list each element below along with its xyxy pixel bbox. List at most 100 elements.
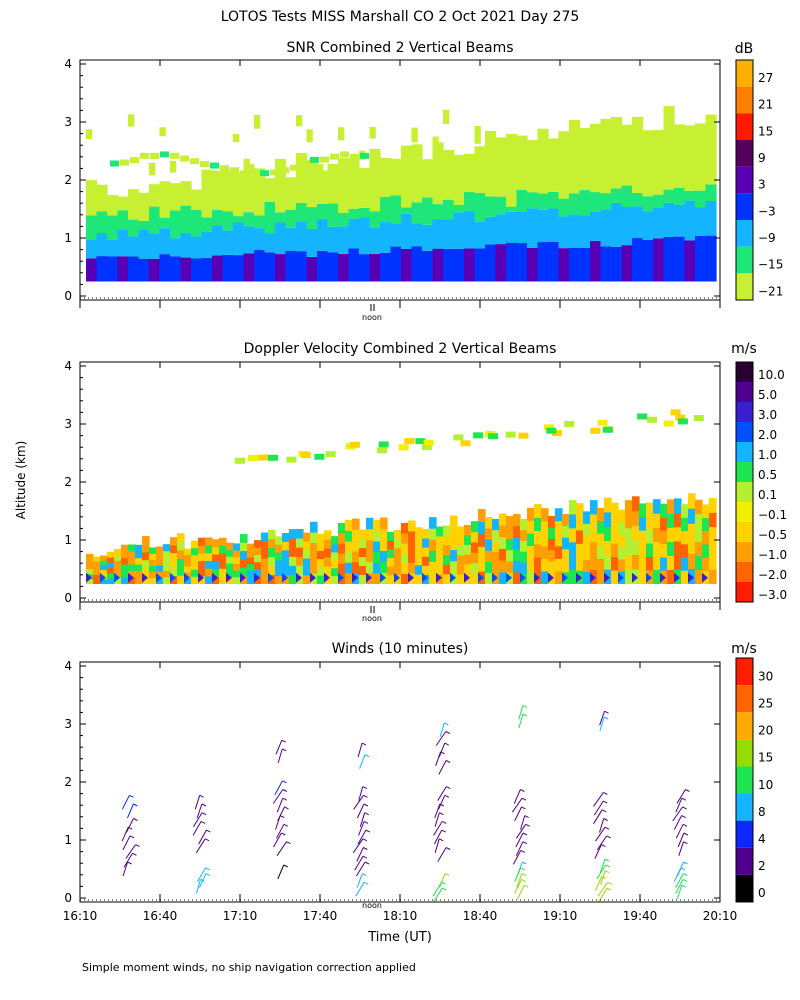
snr-cell xyxy=(212,255,224,282)
doppler-cell xyxy=(681,530,689,545)
snr-layer xyxy=(200,161,209,168)
snr-layer xyxy=(330,153,339,160)
wind-barb-flag xyxy=(685,789,690,792)
snr-cell xyxy=(453,154,465,205)
doppler-cell xyxy=(576,503,584,518)
wind-barb-flag xyxy=(201,812,207,816)
wind-barb xyxy=(595,876,603,891)
doppler-cell xyxy=(317,533,325,543)
colorbar-swatch xyxy=(736,422,753,442)
doppler-cell xyxy=(247,576,255,584)
wind-barb xyxy=(198,873,207,888)
snr-cell xyxy=(422,224,434,251)
doppler-cell xyxy=(191,540,199,549)
doppler-cell xyxy=(205,575,213,584)
doppler-cell xyxy=(135,551,143,559)
doppler-cell xyxy=(513,571,521,584)
doppler-cell xyxy=(415,527,423,538)
colorbar-label: 3.0 xyxy=(758,408,777,422)
doppler-triangle xyxy=(352,572,358,583)
doppler-cell xyxy=(338,543,346,554)
wind-barb xyxy=(434,812,440,827)
doppler-cell xyxy=(282,566,290,576)
snr-cell xyxy=(243,164,255,213)
wind-barb-flag xyxy=(204,838,210,842)
wind-barb-flag xyxy=(363,847,368,850)
colorbar-label: −9 xyxy=(758,231,776,245)
winds-plot-frame xyxy=(79,661,721,903)
doppler-cell xyxy=(485,528,493,540)
doppler-cell xyxy=(492,551,500,563)
snr-cell xyxy=(674,204,686,237)
wind-barb xyxy=(676,885,683,900)
doppler-triangle xyxy=(408,572,414,583)
doppler-layer xyxy=(543,424,554,431)
winds-noon-label: noon xyxy=(362,901,382,910)
snr-cell xyxy=(264,178,276,202)
snr-cell xyxy=(495,214,507,245)
doppler-cell xyxy=(380,539,388,552)
doppler-triangle xyxy=(422,572,428,583)
snr-cell xyxy=(495,244,507,282)
snr-cell xyxy=(453,212,465,249)
wind-barb-flag xyxy=(601,876,606,879)
wind-barb xyxy=(357,742,363,758)
snr-cell xyxy=(348,248,360,282)
snr-layer xyxy=(340,151,349,158)
doppler-cell xyxy=(268,529,276,540)
wind-barb xyxy=(599,858,606,874)
footnote: Simple moment winds, no ship navigation … xyxy=(82,961,416,974)
wind-barb-flag xyxy=(205,867,210,871)
snr-speckle xyxy=(632,142,639,158)
snr-cell xyxy=(674,187,686,205)
x-tick-label: 16:10 xyxy=(63,909,98,923)
doppler-layer xyxy=(677,418,688,425)
snr-cell xyxy=(107,239,119,257)
doppler-cell xyxy=(198,568,206,577)
wind-barb xyxy=(598,887,608,903)
doppler-cell xyxy=(555,533,563,547)
doppler-cell xyxy=(149,577,157,584)
doppler-cell xyxy=(569,555,577,571)
snr-cell xyxy=(170,256,182,282)
snr-cell xyxy=(254,215,266,229)
doppler-cell xyxy=(674,540,682,556)
doppler-layer xyxy=(235,457,245,464)
snr-cell xyxy=(296,221,308,252)
snr-cell xyxy=(138,229,150,259)
wind-barb xyxy=(357,829,367,845)
snr-cell xyxy=(86,180,98,216)
doppler-cell xyxy=(422,547,430,557)
doppler-cell xyxy=(401,553,409,564)
doppler-cell xyxy=(618,546,626,560)
colorbar-swatch xyxy=(736,166,753,194)
snr-speckle xyxy=(674,153,681,168)
winds-colorbar-unit: m/s xyxy=(731,641,757,657)
snr-layer xyxy=(140,152,149,159)
doppler-cell xyxy=(289,547,297,557)
snr-cell xyxy=(327,163,339,204)
doppler-cell xyxy=(660,530,668,545)
doppler-cell xyxy=(268,556,276,567)
x-tick-label: 19:10 xyxy=(543,909,578,923)
doppler-cell xyxy=(702,504,710,519)
doppler-cell xyxy=(93,565,101,571)
winds-barbs xyxy=(121,704,690,903)
colorbar-swatch xyxy=(736,820,753,848)
snr-cell xyxy=(285,177,297,210)
doppler-triangle xyxy=(100,572,106,583)
doppler-colorbar-unit: m/s xyxy=(731,341,757,357)
doppler-cell xyxy=(471,573,479,584)
snr-speckle xyxy=(296,115,303,127)
doppler-cell xyxy=(443,554,451,565)
doppler-cell xyxy=(576,543,584,558)
doppler-cell xyxy=(107,557,115,563)
doppler-cell xyxy=(240,533,248,543)
colorbar-label: 0.1 xyxy=(758,488,777,502)
snr-cell xyxy=(590,192,602,212)
snr-cell xyxy=(537,209,549,243)
doppler-cell xyxy=(443,525,451,536)
snr-cell xyxy=(86,215,98,240)
wind-barb xyxy=(675,879,684,894)
x-tick-label: 19:40 xyxy=(623,909,658,923)
